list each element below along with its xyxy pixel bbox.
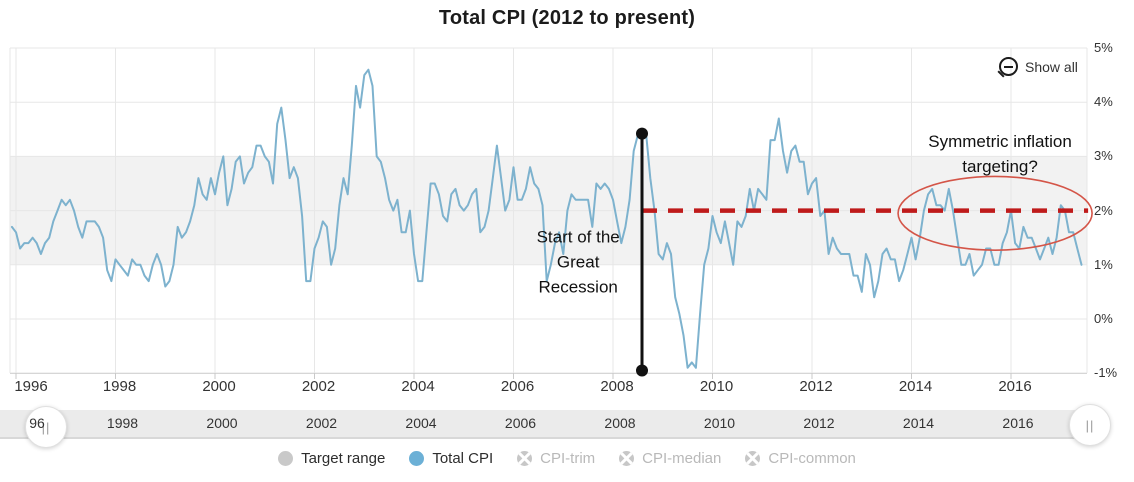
navigator-label: 2008: [604, 415, 636, 431]
legend-label: Target range: [301, 450, 386, 467]
show-all-label: Show all: [1025, 58, 1078, 75]
navigator-label: 1998: [106, 415, 139, 431]
series-disabled-icon: [517, 451, 533, 466]
legend-item-cpi-common[interactable]: CPI-common: [745, 450, 856, 467]
navigator-strip[interactable]: [0, 410, 1085, 439]
legend-label: CPI-trim: [540, 450, 596, 467]
legend-label: CPI-median: [642, 450, 722, 467]
series-disabled-icon: [619, 451, 635, 466]
series-marker-icon: [278, 451, 294, 466]
navigator-label: 2012: [803, 415, 835, 431]
series-disabled-icon: [745, 451, 761, 466]
chart-legend: Target range Total CPI CPI-trim CPI-median C…: [0, 450, 1134, 467]
y-axis-label: -1%: [1094, 365, 1118, 381]
y-axis-label: 3%: [1094, 148, 1113, 164]
navigator-label: 2014: [902, 415, 935, 431]
y-axis-label: 1%: [1094, 256, 1113, 272]
x-axis-label: 2004: [401, 378, 435, 395]
y-axis-label: 2%: [1094, 202, 1113, 218]
navigator-label: 96: [29, 415, 45, 431]
x-axis-label: 2008: [600, 378, 634, 395]
chart-title: Total CPI (2012 to present): [438, 7, 696, 29]
annotation-start-great-recession: Start of the Great Recession: [536, 227, 620, 297]
x-axis-label: 2000: [202, 378, 236, 395]
navigator-label: 2006: [504, 415, 537, 431]
navigator-label: 2004: [405, 415, 437, 431]
navigator-label: 2010: [703, 415, 736, 431]
navigator-right-handle[interactable]: ||: [1069, 404, 1111, 446]
navigator-left-handle[interactable]: ||: [25, 406, 67, 448]
x-axis-label: 2002: [301, 378, 336, 395]
legend-item-target-range[interactable]: Target range: [278, 450, 385, 467]
series-marker-icon: [409, 451, 425, 466]
annotation-symmetric-targeting: Symmetric inflation targeting?: [928, 132, 1072, 177]
legend-item-cpi-trim[interactable]: CPI-trim: [517, 450, 595, 467]
navigator-label: 2000: [206, 415, 238, 431]
y-axis-label: 4%: [1094, 94, 1113, 110]
zoom-out-icon: [999, 57, 1018, 76]
x-axis-label: 2012: [799, 378, 833, 395]
navigator-label: 2016: [1002, 415, 1034, 431]
x-axis-label: 2006: [500, 378, 535, 395]
y-axis-label: 0%: [1094, 311, 1113, 326]
x-axis-label: 1996: [14, 378, 48, 395]
legend-label: Total CPI: [432, 450, 494, 467]
x-axis-label: 2016: [998, 378, 1032, 395]
x-axis-label: 1998: [102, 378, 137, 395]
navigator-label: 2002: [305, 415, 338, 431]
x-axis-label: 2010: [699, 378, 734, 395]
y-axis-label: 5%: [1094, 40, 1113, 55]
legend-item-cpi-median[interactable]: CPI-median: [619, 450, 721, 467]
legend-label: CPI-common: [768, 450, 856, 467]
x-axis-label: 2014: [898, 378, 933, 395]
legend-item-total-cpi[interactable]: Total CPI: [409, 450, 493, 467]
show-all-button[interactable]: Show all: [999, 57, 1078, 76]
